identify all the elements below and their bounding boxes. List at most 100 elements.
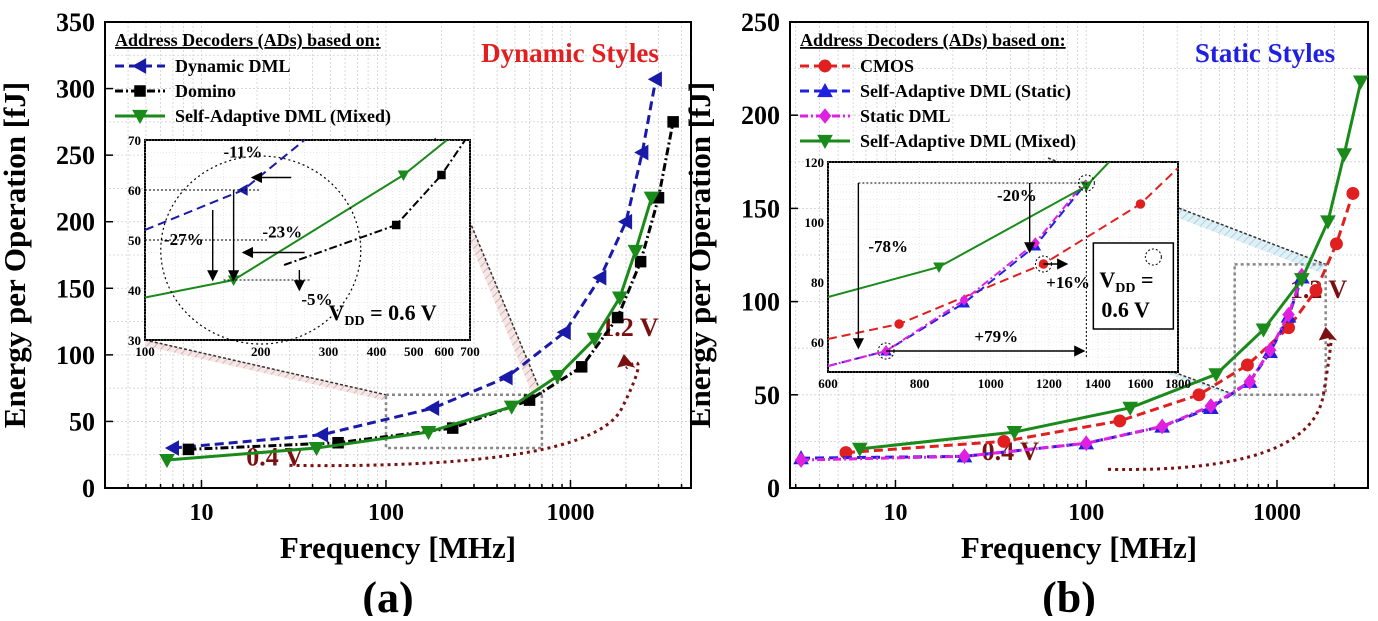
inset-data-point [392,221,400,229]
x-tick-label: 10 [189,500,213,526]
data-point [593,271,606,285]
vdd-sub: DD [344,314,364,329]
y-tick-label: 50 [754,381,780,410]
legend-entry: Domino [175,81,236,101]
inset-y-tick-label: 100 [805,215,825,230]
data-point [315,428,328,442]
inset-annotation: -23% [262,223,302,242]
data-point [426,401,439,415]
vdd-value: = 0.6 V [365,300,437,325]
y-tick-label: 0 [767,474,780,503]
vdd-value: = [1135,267,1153,292]
subfigure-label: (a) [362,573,413,616]
data-point [576,362,587,373]
x-tick-label: 10 [883,500,907,526]
data-point [1321,216,1335,229]
y-tick-label: 250 [56,141,95,170]
y-tick-label: 0 [82,474,95,503]
inset-annotation: -27% [164,230,204,249]
legend-swatch-marker [819,109,830,123]
data-point [795,453,806,467]
legend-swatch-marker [135,86,146,97]
data-point [1241,359,1253,371]
data-point [183,444,194,455]
legend: Address Decoders (ADs) based on: CMOS Self… [800,30,1076,152]
inset-y-tick-label: 60 [128,183,141,198]
inset-x-tick-label: 500 [404,344,424,359]
inset-x-tick-label: 1800 [1165,376,1191,391]
inset-y-tick-label: 40 [128,283,141,298]
data-point [612,312,623,323]
y-tick-label: 200 [741,101,780,130]
y-tick-label: 100 [56,341,95,370]
y-tick-label: 200 [56,208,95,237]
legend-entry: CMOS [860,56,914,76]
inset-x-tick-label: 200 [251,344,271,359]
inset-annotation: -78% [868,237,908,256]
y-tick-label: 100 [741,288,780,317]
data-point [998,435,1010,447]
y-axis-label: Energy per Operation [fJ] [0,82,32,428]
legend-entry: Self-Adaptive DML (Static) [860,81,1071,102]
inset-vdd-value-line2: 0.6 V [1101,297,1150,322]
inset: 100 200 300 400 500 600 7003040506070-11%-27% -… [128,133,480,359]
legend-swatch-marker [133,59,146,73]
inset-y-tick-label: 60 [811,335,824,350]
inset-annotation: +79% [974,327,1018,346]
x-axis-label: Frequency [MHz] [280,530,516,565]
y-tick-label: 300 [56,75,95,104]
data-point [1347,188,1359,200]
inset-data-point [1136,200,1145,209]
inset-y-tick-label: 50 [128,233,141,248]
data-point [166,441,179,455]
x-tick-label: 1000 [546,500,594,526]
vdd-v: V [1099,267,1115,292]
data-point [550,371,564,384]
legend-title: Address Decoders (ADs) based on: [800,30,1066,51]
inset-x-tick-label: 600 [818,376,838,391]
inset-data-point [895,320,904,329]
data-point [1310,284,1322,296]
x-tick-label: 100 [368,500,404,526]
legend-title: Address Decoders (ADs) based on: [115,30,381,51]
data-point [499,370,512,384]
data-point [1337,149,1351,162]
inset-x-tick-label: 700 [460,344,480,359]
data-point [635,256,646,267]
style-title: Static Styles [1195,38,1335,68]
inset-annotation: -20% [997,186,1037,205]
inset-x-tick-label: 1600 [1127,376,1153,391]
vdd-sub: DD [1115,281,1135,296]
y-axis-label: Energy per Operation [fJ] [682,82,717,428]
inset-y-tick-label: 120 [805,155,825,170]
inset-annotation: +16% [1046,273,1090,292]
inset-y-tick-label: 70 [128,133,141,148]
data-point [668,117,679,128]
y-tick-label: 350 [56,8,95,37]
inset-x-tick-label: 1200 [1036,376,1062,391]
legend-entry: Self-Adaptive DML (Mixed) [860,131,1076,152]
data-point [1193,389,1205,401]
inset-x-tick-label: 600 [435,344,455,359]
x-axis-label: Frequency [MHz] [961,530,1197,565]
voltage-trend-arrow [618,355,634,367]
x-tick-label: 1000 [1253,500,1301,526]
legend-entry: Static DML [860,106,950,126]
y-tick-label: 150 [741,194,780,223]
inset-x-tick-label: 300 [319,344,339,359]
inset-annotation: -11% [223,143,262,162]
data-point [1354,76,1368,89]
data-point [1331,238,1343,250]
inset-x-tick-label: 1400 [1085,376,1111,391]
inset-x-tick-label: 800 [910,376,930,391]
voltage-trend-arrow [1320,328,1336,340]
inset-x-tick-label: 1000 [978,376,1004,391]
chart-panel-a: 10 100 1000050100150200250300350Frequency … [0,8,691,616]
chart-panel-b: 10 100 1000 0 50 100 150 200 250 Frequency [MHz] E… [682,8,1368,616]
style-title: Dynamic Styles [481,38,659,68]
voltage-trend-curve [290,363,639,466]
inset-data-point [438,171,446,179]
y-tick-label: 250 [741,8,780,37]
